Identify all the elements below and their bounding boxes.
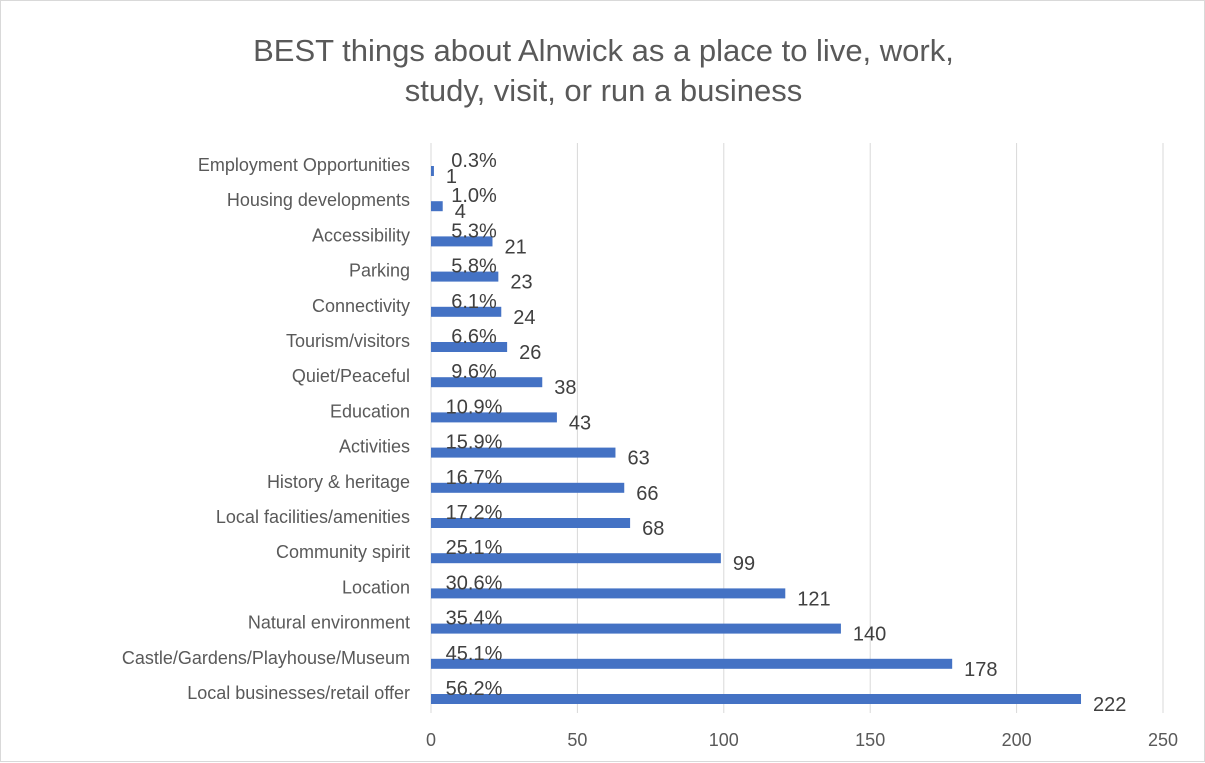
x-tick-label: 150 <box>855 730 885 750</box>
data-label: 4 <box>455 201 466 223</box>
category-label: Parking <box>349 261 410 281</box>
category-label: Activities <box>339 437 410 457</box>
percentage-label: 5.3% <box>451 220 497 242</box>
bars <box>431 166 1082 704</box>
percentage-label: 0.3% <box>451 150 497 172</box>
data-label: 38 <box>554 377 576 399</box>
bar <box>431 518 631 528</box>
x-tick-label: 50 <box>567 730 587 750</box>
bar <box>431 342 508 352</box>
category-label: Housing developments <box>227 190 410 210</box>
category-label: Local businesses/retail offer <box>187 683 410 703</box>
x-tick-label: 100 <box>709 730 739 750</box>
percentage-label: 17.2% <box>446 502 503 524</box>
x-tick-label: 200 <box>1002 730 1032 750</box>
percentage-label: 56.2% <box>446 678 503 700</box>
percentage-label: 35.4% <box>446 608 503 630</box>
bar <box>431 306 502 317</box>
percentage-label: 15.9% <box>446 432 503 454</box>
bar <box>431 588 786 599</box>
bar <box>431 553 721 564</box>
bar <box>431 658 953 669</box>
category-label: Connectivity <box>312 296 410 316</box>
category-label: Accessibility <box>312 225 410 245</box>
bar <box>431 377 543 388</box>
data-label: 68 <box>642 518 664 540</box>
percentage-label: 6.1% <box>451 291 497 313</box>
category-label: Community spirit <box>276 542 410 562</box>
bar <box>431 201 443 212</box>
data-label: 222 <box>1093 694 1126 716</box>
bar <box>431 694 1082 704</box>
data-label: 24 <box>513 307 535 329</box>
percentage-label: 1.0% <box>451 185 497 207</box>
percentage-label: 16.7% <box>446 467 503 489</box>
bar <box>431 482 625 493</box>
bar <box>431 236 493 247</box>
data-label: 140 <box>853 624 886 646</box>
percentage-label: 30.6% <box>446 572 503 594</box>
percentage-label: 5.8% <box>451 256 497 278</box>
percentage-label: 25.1% <box>446 537 503 559</box>
chart-title-line-1: BEST things about Alnwick as a place to … <box>253 33 954 68</box>
category-label: Location <box>342 577 410 597</box>
category-label: Castle/Gardens/Playhouse/Museum <box>122 648 410 668</box>
bar <box>431 447 616 458</box>
data-label: 26 <box>519 342 541 364</box>
bar <box>431 412 557 423</box>
category-label: Quiet/Peaceful <box>292 366 410 386</box>
data-label: 23 <box>510 272 532 294</box>
data-label: 178 <box>964 659 997 681</box>
percentage-label: 10.9% <box>446 396 503 418</box>
category-label: Local facilities/amenities <box>216 507 410 527</box>
category-label: History & heritage <box>267 472 410 492</box>
labels: 0 50 100 150 200 250 Employment Opportunities 1… <box>122 150 1178 750</box>
x-tick-label: 250 <box>1148 730 1178 750</box>
data-label: 66 <box>636 483 658 505</box>
data-label: 99 <box>733 553 755 575</box>
bar <box>431 166 434 176</box>
category-label: Tourism/visitors <box>286 331 410 351</box>
data-label: 21 <box>504 236 526 258</box>
percentage-label: 9.6% <box>451 361 497 383</box>
category-label: Natural environment <box>248 613 410 633</box>
percentage-label: 6.6% <box>451 326 497 348</box>
data-label: 63 <box>627 448 649 470</box>
bar <box>431 271 499 282</box>
bar <box>431 623 841 634</box>
chart-title: BEST things about Alnwick as a place to … <box>1 31 1205 111</box>
x-tick-label: 0 <box>426 730 436 750</box>
chart-title-line-2: study, visit, or run a business <box>404 73 803 108</box>
category-label: Employment Opportunities <box>198 155 410 175</box>
data-label: 1 <box>446 166 457 188</box>
data-label: 121 <box>797 588 830 610</box>
data-label: 43 <box>569 412 591 434</box>
category-label: Education <box>330 401 410 421</box>
percentage-label: 45.1% <box>446 643 503 665</box>
